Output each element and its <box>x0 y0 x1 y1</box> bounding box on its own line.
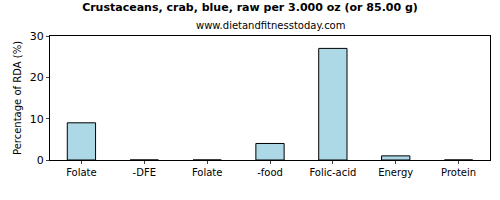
svg-text:www.dietandfitnesstoday.com: www.dietandfitnesstoday.com <box>196 20 345 31</box>
svg-text:-food: -food <box>257 167 283 178</box>
svg-text:0: 0 <box>37 154 44 167</box>
svg-text:Folate: Folate <box>192 167 223 178</box>
svg-text:Energy: Energy <box>378 167 413 178</box>
svg-text:20: 20 <box>30 71 44 84</box>
svg-text:Percentage of RDA (%): Percentage of RDA (%) <box>12 41 23 155</box>
svg-text:Folic-acid: Folic-acid <box>309 167 356 178</box>
svg-text:30: 30 <box>30 30 44 43</box>
svg-text:Protein: Protein <box>441 167 476 178</box>
svg-text:Folate: Folate <box>66 167 97 178</box>
svg-text:Crustaceans, crab, blue, raw p: Crustaceans, crab, blue, raw per 3.000 o… <box>82 1 418 14</box>
svg-text:-DFE: -DFE <box>133 167 156 178</box>
svg-text:10: 10 <box>30 113 44 126</box>
